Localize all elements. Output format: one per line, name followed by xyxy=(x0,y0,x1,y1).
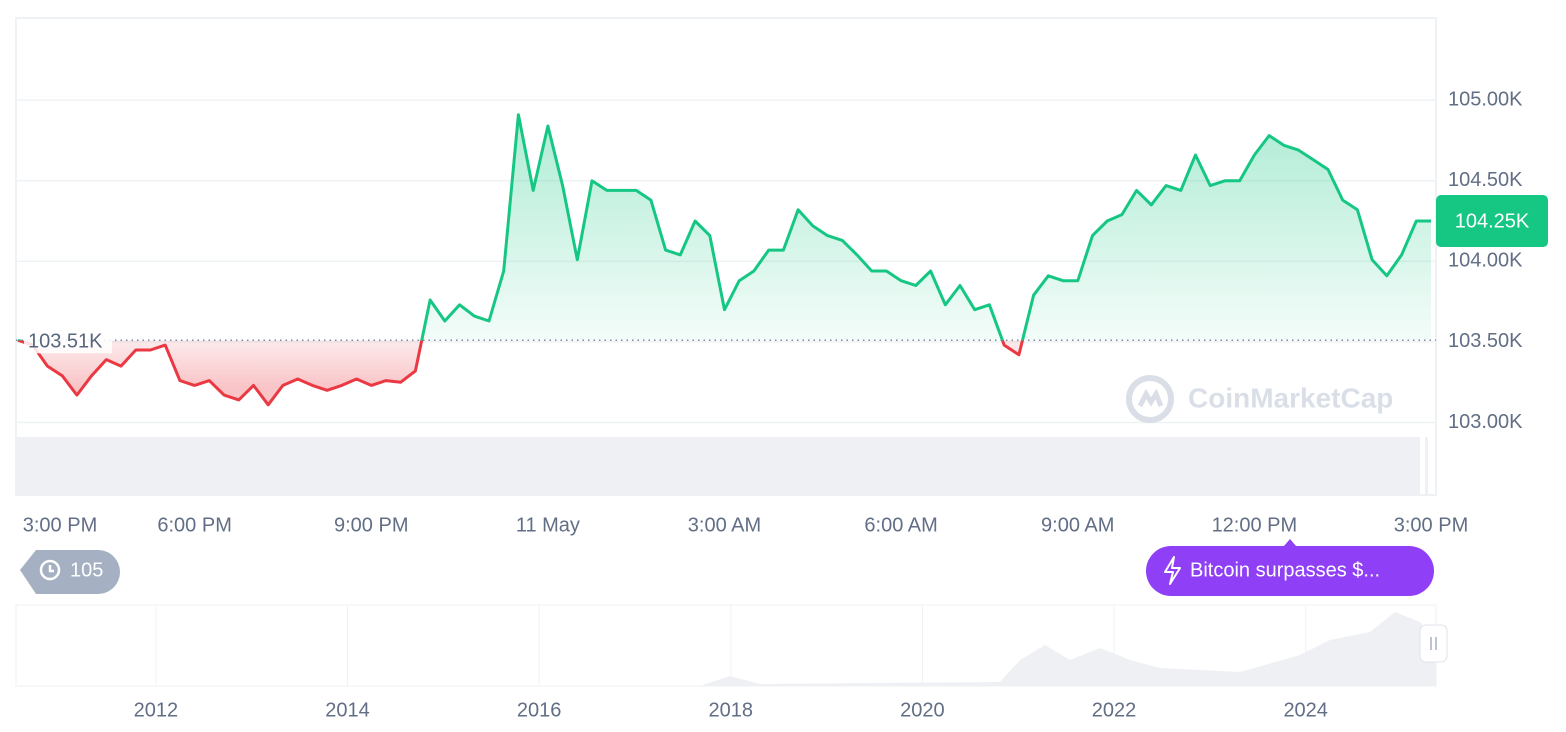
current-price-badge xyxy=(1436,195,1548,248)
history-count: 105 xyxy=(70,559,103,581)
x-tick-label: 3:00 PM xyxy=(1394,514,1468,536)
y-tick-label: 103.00K xyxy=(1448,411,1523,433)
x-tick-label: 6:00 AM xyxy=(864,514,937,536)
navigator-tick-label: 2022 xyxy=(1092,699,1137,721)
navigator-tick-label: 2020 xyxy=(900,699,945,721)
x-tick-label: 6:00 PM xyxy=(157,514,231,536)
navigator-handle[interactable] xyxy=(1419,624,1448,663)
x-tick-label: 12:00 PM xyxy=(1212,514,1298,536)
navigator-tick-label: 2018 xyxy=(709,699,754,721)
x-tick-label: 3:00 PM xyxy=(23,514,97,536)
baseline-label: 103.51K xyxy=(28,331,103,353)
x-tick-label: 9:00 AM xyxy=(1041,514,1114,536)
price-line xyxy=(17,113,1431,407)
navigator-tick-label: 2014 xyxy=(325,699,370,721)
handle-grip xyxy=(1430,637,1437,650)
volume-area xyxy=(16,437,1420,495)
baseline-label-bg xyxy=(24,327,112,354)
navigator-tick-label: 2024 xyxy=(1283,699,1328,721)
navigator-tick-label: 2012 xyxy=(134,699,179,721)
volume-area xyxy=(1425,437,1428,495)
watermark-text: CoinMarketCap xyxy=(1188,382,1393,413)
y-tick-label: 105.00K xyxy=(1448,88,1523,110)
current-price-label: 104.25K xyxy=(1455,210,1530,232)
history-badge[interactable]: 105 xyxy=(20,550,120,594)
price-area xyxy=(18,114,1431,405)
navigator-area xyxy=(16,612,1436,686)
annotation-badge[interactable]: Bitcoin surpasses $... xyxy=(1146,539,1434,596)
x-tick-label: 11 May xyxy=(516,514,580,536)
y-tick-label: 103.50K xyxy=(1448,330,1523,352)
y-tick-label: 104.00K xyxy=(1448,250,1523,272)
y-tick-label: 104.50K xyxy=(1448,169,1523,191)
navigator-tick-label: 2016 xyxy=(517,699,562,721)
x-tick-label: 9:00 PM xyxy=(334,514,408,536)
x-tick-label: 3:00 AM xyxy=(688,514,761,536)
watermark: CoinMarketCap xyxy=(1126,375,1393,423)
annotation-text: Bitcoin surpasses $... xyxy=(1190,559,1380,581)
